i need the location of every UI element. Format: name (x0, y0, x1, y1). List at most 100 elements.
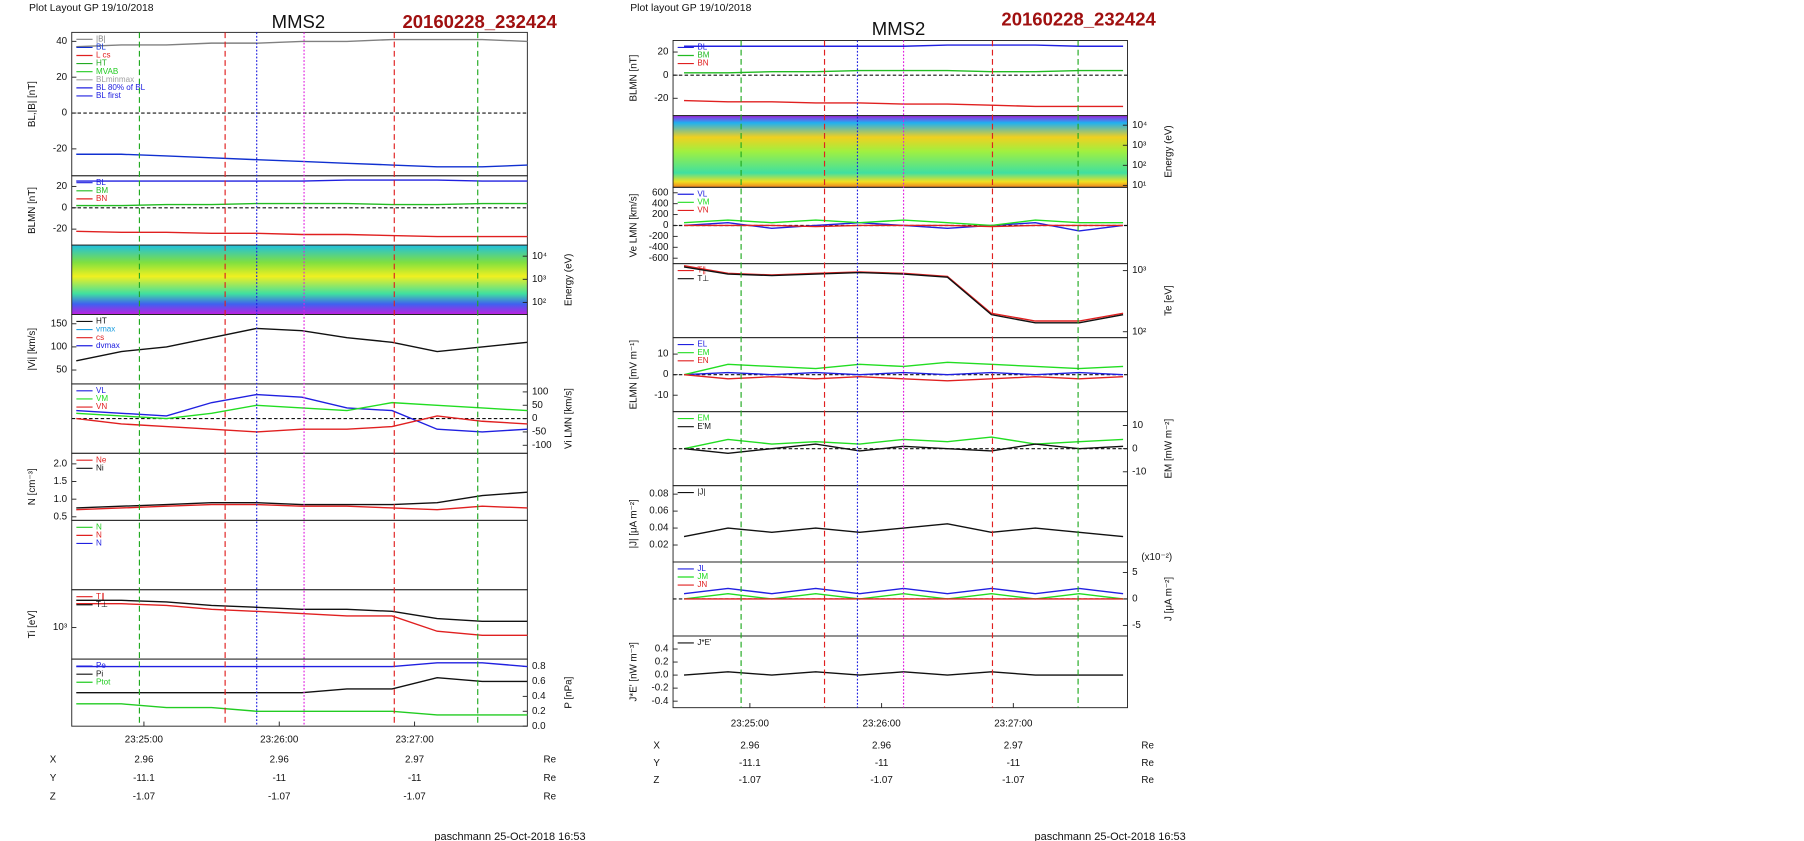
row-label: Y (50, 773, 57, 784)
y-tick-label: 600 (652, 187, 669, 198)
legend-label: |J| (697, 488, 705, 497)
trace (76, 202, 528, 207)
trace (76, 415, 528, 433)
legend-label: T⊥ (697, 274, 709, 283)
spectrogram (673, 115, 1128, 188)
row-value: 2.96 (270, 754, 290, 765)
trace (76, 401, 528, 420)
legend-label: dvmax (96, 341, 120, 350)
y-tick-label: 10⁴ (1132, 120, 1147, 131)
y-tick-label: 10³ (1132, 140, 1147, 151)
y-tick-label: 20 (56, 72, 67, 83)
legend-label: HT (96, 317, 107, 326)
trace (76, 677, 528, 694)
row-unit: Re (1141, 740, 1154, 751)
row-label: Z (50, 791, 56, 802)
y-axis-label: Energy (eV) (1164, 125, 1175, 177)
legend-label: Ptot (96, 677, 111, 686)
legend-label: N (96, 539, 102, 548)
y-tick-label: 0 (62, 202, 68, 213)
y-tick-label: -0.2 (651, 683, 668, 694)
row-unit: Re (1141, 775, 1154, 786)
y-tick-label: -10 (654, 390, 669, 401)
x-tick-label: 23:26:00 (863, 718, 902, 729)
legend-label: JL (697, 564, 706, 573)
y-tick-label: -50 (532, 427, 547, 438)
trace (684, 69, 1124, 74)
y-tick-label: 10³ (532, 274, 547, 285)
legend-label: VL (697, 189, 707, 198)
y-axis-label: J*E' [nW m⁻³] (628, 642, 639, 702)
y-axis-label: BL,|B| [nT] (27, 81, 38, 127)
row-value: 2.97 (1004, 740, 1023, 751)
row-unit: Re (544, 791, 557, 802)
footer: paschmann 25-Oct-2018 16:53 (1035, 831, 1186, 841)
y-tick-label: -20 (53, 143, 68, 154)
legend-label: vmax (96, 325, 115, 334)
legend-label: JN (697, 580, 707, 589)
y-tick-label: 50 (532, 400, 543, 411)
y-tick-label: -10 (1132, 466, 1147, 477)
y-tick-label: -400 (649, 242, 669, 253)
legend-label: BM (697, 51, 709, 60)
trace (76, 230, 528, 238)
y-axis-label: P [nPa] (564, 676, 575, 708)
y-tick-label: 10² (1132, 326, 1147, 337)
legend-label: EL (697, 340, 707, 349)
y-tick-label: 0.02 (649, 540, 668, 551)
trace (76, 703, 528, 716)
y-axis-label: ELMN [mV m⁻¹] (628, 340, 639, 410)
y-tick-label: 100 (51, 341, 68, 352)
spectrogram (71, 245, 528, 315)
trace (683, 222, 1124, 232)
y-axis-label: BLMN [nT] (27, 187, 38, 234)
row-unit: Re (1141, 758, 1154, 769)
y-tick-label: 10² (532, 297, 547, 308)
legend-label: Pe (96, 661, 106, 670)
trace (76, 153, 528, 168)
trace (76, 599, 528, 622)
legend-label: Pi (96, 669, 103, 678)
x-tick-label: 23:25:00 (125, 735, 164, 746)
y-tick-label: 0.2 (655, 657, 669, 668)
y-axis-label: Vi LMN [km/s] (564, 388, 575, 449)
row-value: -11 (408, 773, 421, 784)
row-value: 2.96 (872, 740, 892, 751)
y-axis-label: |J| [μA m⁻²] (628, 499, 639, 548)
legend-label: HT (96, 59, 107, 68)
y-tick-label: 50 (56, 365, 67, 376)
y-tick-label: 150 (51, 318, 68, 329)
row-unit: Re (544, 773, 557, 784)
footer: paschmann 25-Oct-2018 16:53 (434, 831, 585, 841)
legend-label: EM (697, 348, 709, 357)
legend-label: JM (697, 572, 708, 581)
trace (76, 327, 528, 362)
y-tick-label: 0.06 (649, 506, 669, 517)
y-tick-label: 0.08 (649, 489, 669, 500)
y-axis-label: Ti [eV] (27, 610, 38, 638)
y-axis-label: |Vi| [km/s] (27, 328, 38, 371)
y-tick-label: 0.4 (655, 644, 669, 655)
trace (683, 361, 1124, 376)
y-tick-label: 0 (663, 369, 669, 380)
y-tick-label: 0.2 (532, 706, 546, 717)
legend-label: BL 80% of BL (96, 83, 146, 92)
legend-label: VN (697, 206, 708, 215)
y-tick-label: 0.8 (532, 661, 546, 672)
legend-label: BL first (96, 91, 122, 100)
y-tick-label: 0.6 (532, 676, 546, 687)
row-value: -11 (875, 758, 888, 769)
y-axis-label: N [cm⁻³] (27, 468, 38, 505)
legend-label: BL (697, 43, 707, 52)
y-tick-label: -200 (649, 231, 669, 242)
y-tick-label: -20 (654, 93, 669, 104)
y-tick-label: -100 (532, 440, 552, 451)
trace (683, 219, 1124, 227)
x-tick-label: 23:26:00 (260, 735, 299, 746)
legend-label: BL (96, 178, 106, 187)
y-tick-label: 200 (652, 209, 669, 220)
trace (683, 373, 1124, 382)
y-tick-label: 0.4 (532, 691, 546, 702)
